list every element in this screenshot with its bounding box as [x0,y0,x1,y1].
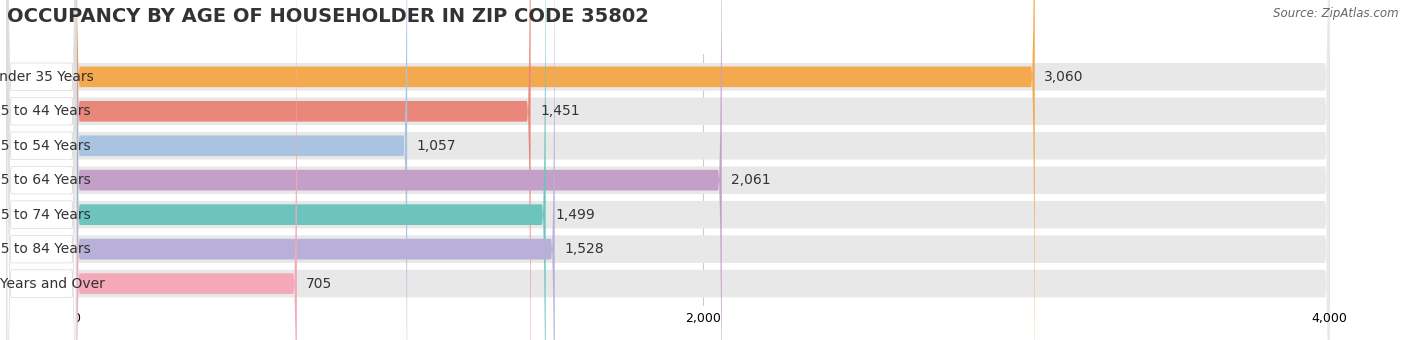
FancyBboxPatch shape [76,0,530,340]
FancyBboxPatch shape [76,0,555,340]
FancyBboxPatch shape [76,0,297,340]
Text: Under 35 Years: Under 35 Years [0,70,94,84]
FancyBboxPatch shape [7,0,76,340]
Text: 2,061: 2,061 [731,173,770,187]
FancyBboxPatch shape [76,0,408,340]
FancyBboxPatch shape [7,0,76,340]
Text: Source: ZipAtlas.com: Source: ZipAtlas.com [1274,7,1399,20]
Text: 65 to 74 Years: 65 to 74 Years [0,208,91,222]
FancyBboxPatch shape [76,0,721,340]
FancyBboxPatch shape [7,0,76,340]
FancyBboxPatch shape [7,0,1329,340]
Text: 1,451: 1,451 [540,104,579,118]
Text: 45 to 54 Years: 45 to 54 Years [0,139,91,153]
FancyBboxPatch shape [7,0,76,340]
Text: 1,057: 1,057 [416,139,456,153]
FancyBboxPatch shape [7,0,1329,340]
Text: OCCUPANCY BY AGE OF HOUSEHOLDER IN ZIP CODE 35802: OCCUPANCY BY AGE OF HOUSEHOLDER IN ZIP C… [7,7,650,26]
FancyBboxPatch shape [7,0,1329,340]
Text: 85 Years and Over: 85 Years and Over [0,277,105,291]
FancyBboxPatch shape [76,0,1035,340]
FancyBboxPatch shape [7,0,1329,340]
Text: 705: 705 [307,277,332,291]
FancyBboxPatch shape [7,0,76,340]
FancyBboxPatch shape [7,0,76,340]
Text: 1,499: 1,499 [555,208,595,222]
FancyBboxPatch shape [7,0,1329,340]
Text: 75 to 84 Years: 75 to 84 Years [0,242,91,256]
Text: 55 to 64 Years: 55 to 64 Years [0,173,91,187]
Text: 35 to 44 Years: 35 to 44 Years [0,104,91,118]
FancyBboxPatch shape [7,0,76,340]
Text: 1,528: 1,528 [564,242,603,256]
Text: 3,060: 3,060 [1045,70,1084,84]
FancyBboxPatch shape [7,0,1329,340]
FancyBboxPatch shape [7,0,1329,340]
FancyBboxPatch shape [76,0,546,340]
